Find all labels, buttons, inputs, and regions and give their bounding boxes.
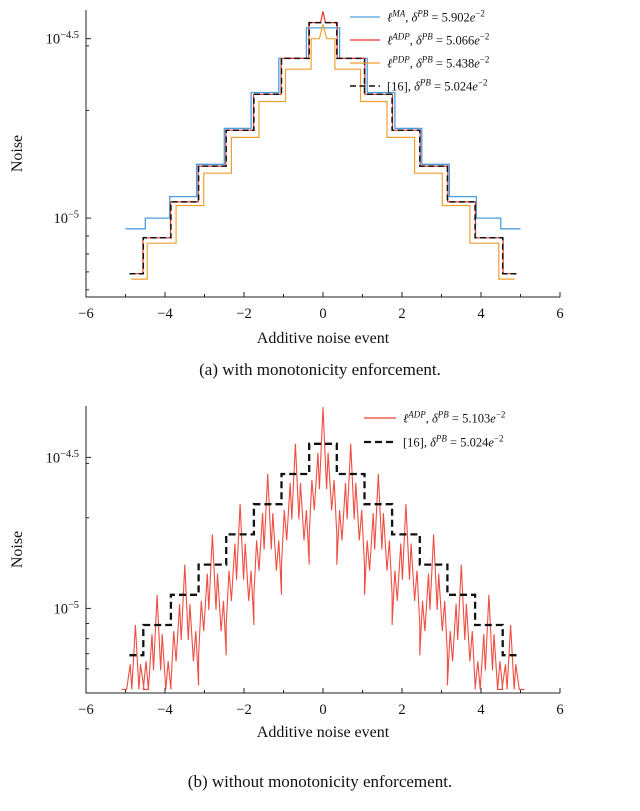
legend-label-l-MA: ℓMA, δPB = 5.902e−2 <box>387 9 485 25</box>
x-tick-label: 0 <box>319 702 326 718</box>
series-l-PDP <box>131 24 515 280</box>
y-tick-label: 10−4.5 <box>46 449 79 467</box>
legend-label-ref-16: [16], δPB = 5.024e−2 <box>403 434 503 450</box>
caption-a: (a) with monotonicity enforcement. <box>199 360 441 379</box>
series-ref-16 <box>129 442 517 657</box>
y-tick-label: 10−5 <box>53 600 79 618</box>
series-l-MA <box>125 27 521 230</box>
x-tick-label: 6 <box>556 306 563 322</box>
x-axis-label: Additive noise event <box>257 724 390 740</box>
legend-label-ref-16: [16], δPB = 5.024e−2 <box>387 78 487 94</box>
x-tick-label: 4 <box>477 702 485 718</box>
x-tick-label: −4 <box>157 702 173 718</box>
x-tick-label: −2 <box>236 702 251 718</box>
legend-label-l-PDP: ℓPDP, δPB = 5.438e−2 <box>387 55 489 71</box>
y-tick-label: 10−4.5 <box>46 30 79 48</box>
x-axis-label: Additive noise event <box>257 330 390 347</box>
x-tick-label: 0 <box>319 306 326 322</box>
x-tick-label: 4 <box>477 306 485 322</box>
axes-spines <box>85 10 560 298</box>
y-tick-label: 10−5 <box>53 210 79 228</box>
plot-b-chart: −6 −4 −2 0 2 4 6 10−4.5 10−5 ℓADP, δPB = 5.103e−2… <box>9 406 564 740</box>
series-l-ADP <box>130 11 516 275</box>
x-tick-label: −6 <box>78 306 93 322</box>
x-tick-label: 2 <box>398 702 405 718</box>
plot-a-chart: −6 −4 −2 0 2 4 6 10−4.5 10−5 ℓMA, δPB = 5.902e−2 ℓ… <box>9 9 564 347</box>
series-ref-16 <box>129 21 517 275</box>
x-tick-label: −2 <box>236 306 251 322</box>
x-tick-label: 6 <box>556 702 563 718</box>
caption-b: (b) without monotonicity enforcement. <box>187 772 453 791</box>
y-axis-label: Noise <box>9 135 26 172</box>
legend-label-l-ADP: ℓADP, δPB = 5.066e−2 <box>387 32 489 48</box>
y-axis-label: Noise <box>9 531 26 568</box>
legend-label-l-ADP: ℓADP, δPB = 5.103e−2 <box>403 410 505 426</box>
x-tick-label: −6 <box>78 702 93 718</box>
x-tick-label: −4 <box>157 306 173 322</box>
series-l-ADP <box>121 407 525 690</box>
x-tick-label: 2 <box>398 306 405 322</box>
